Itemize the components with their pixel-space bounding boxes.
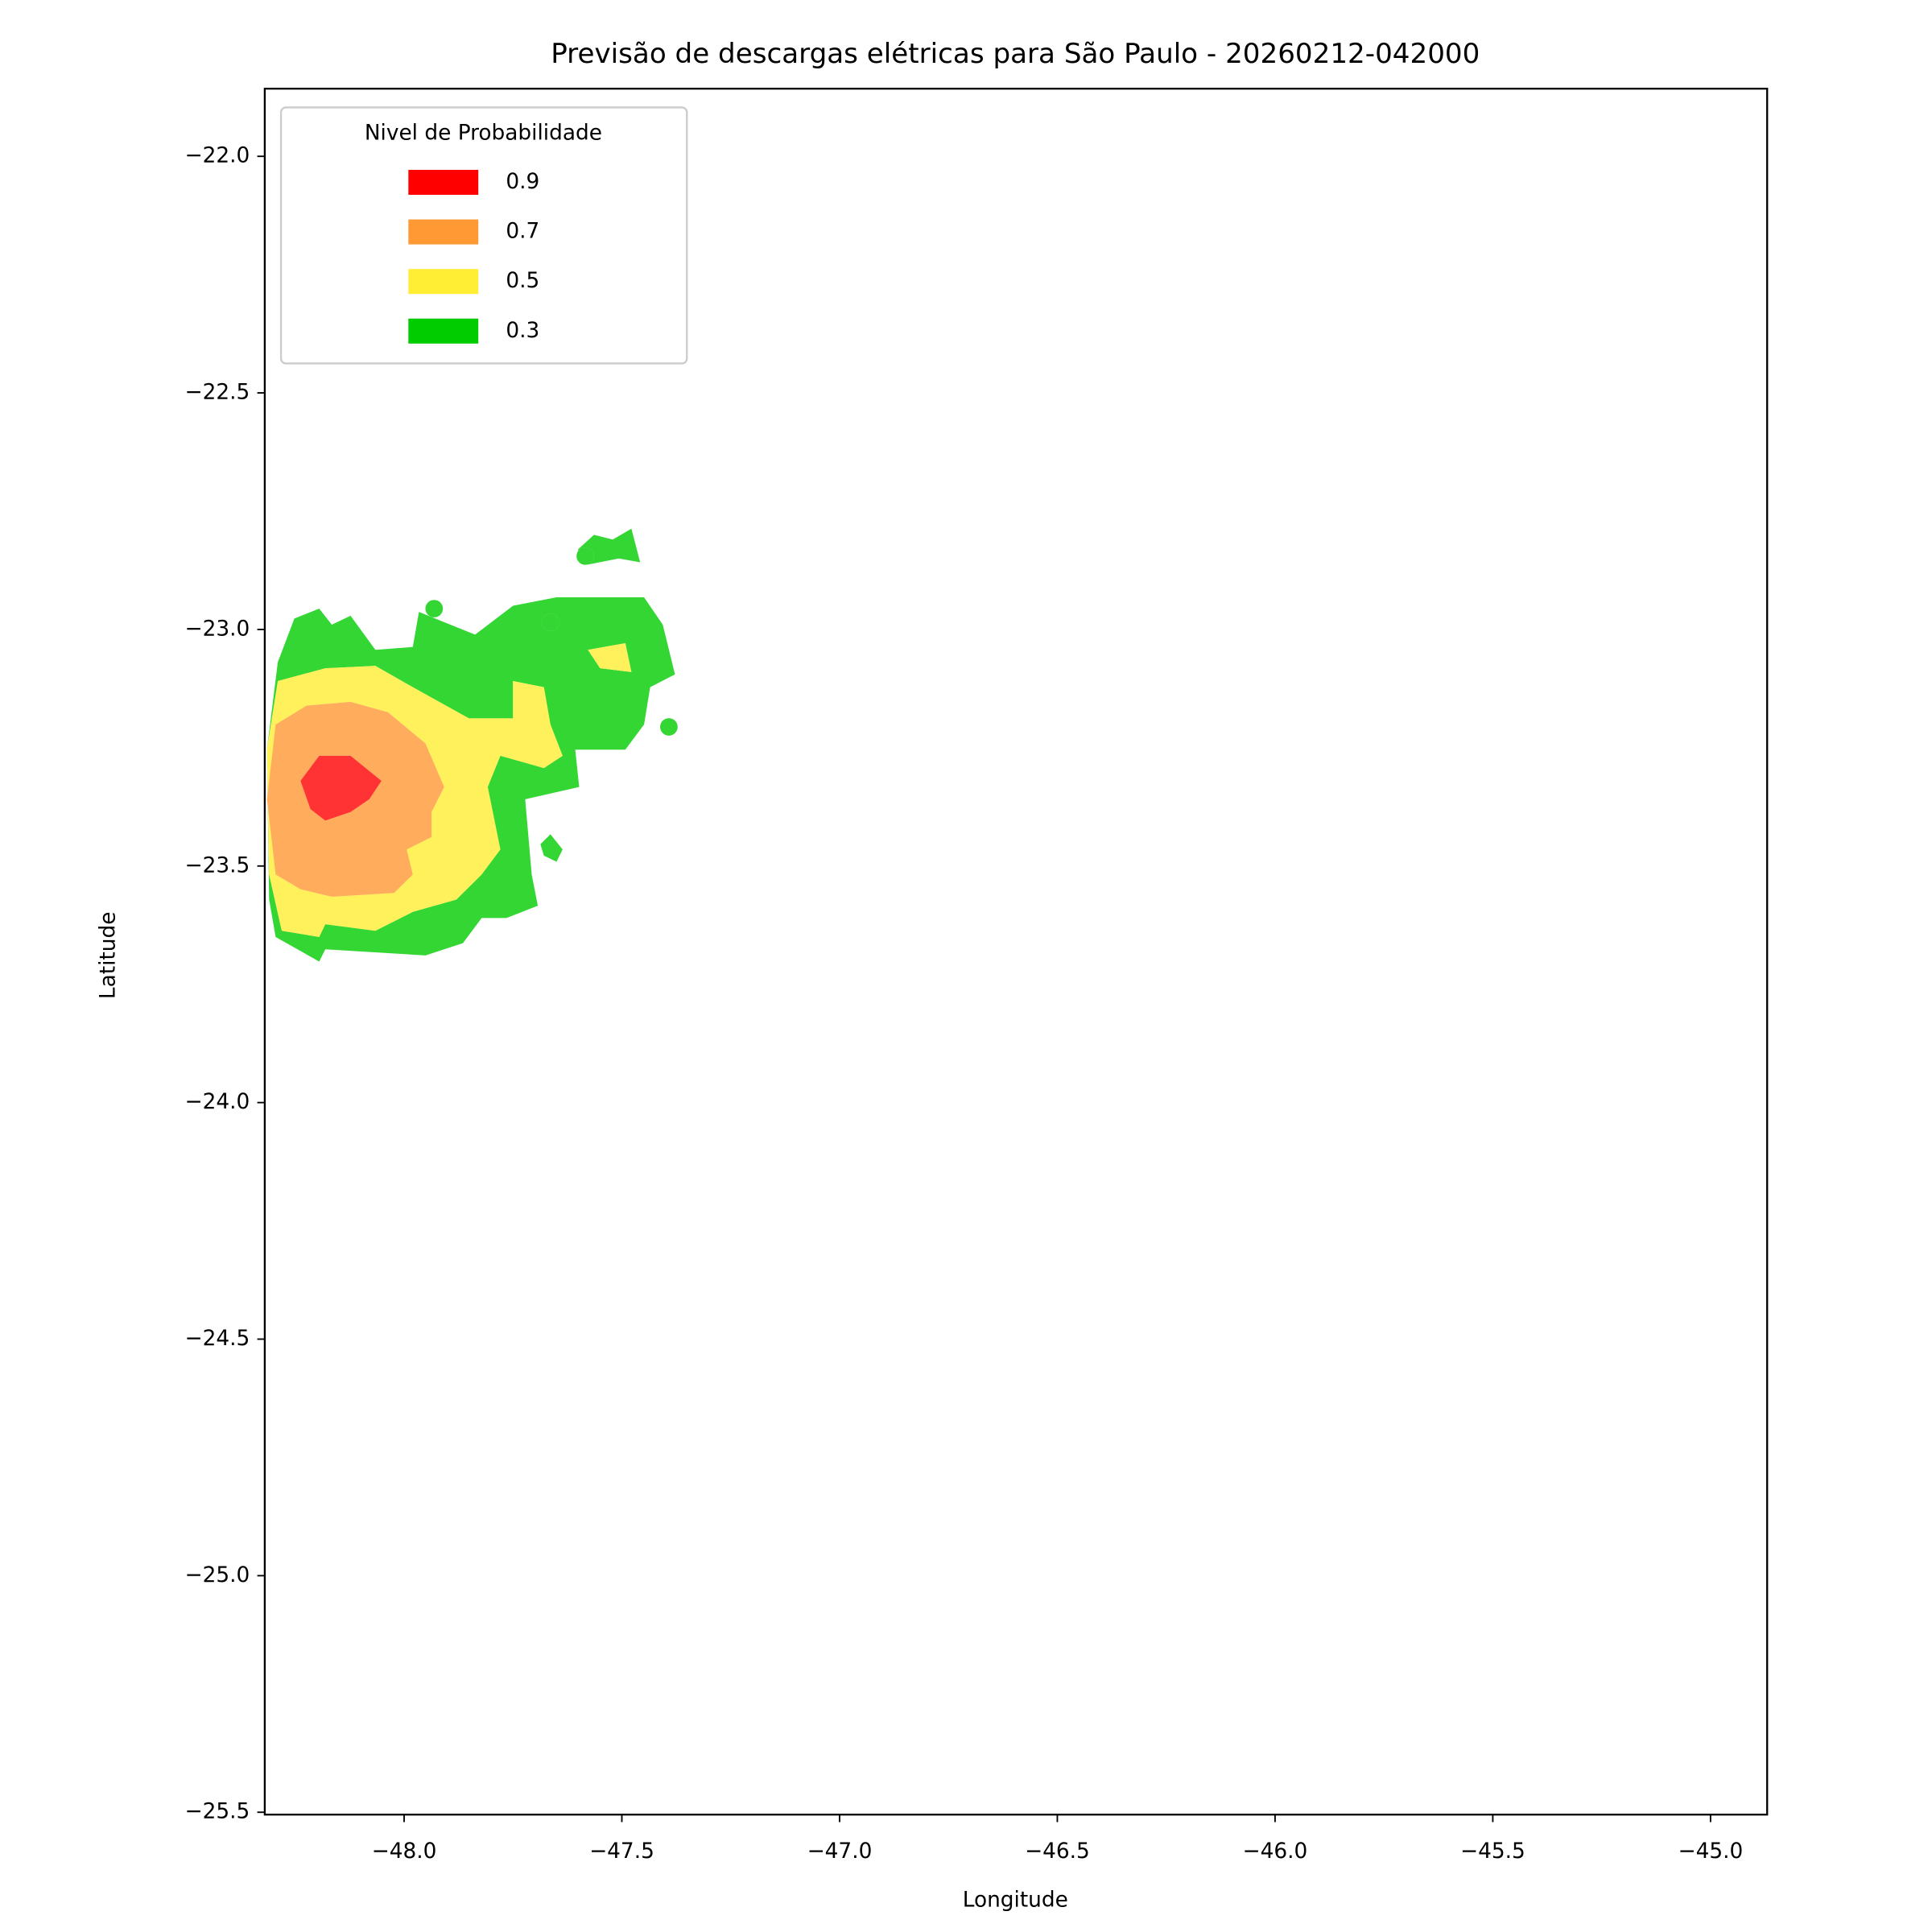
contour-region — [300, 755, 382, 821]
x-axis-label: Longitude — [963, 1889, 1068, 1913]
y-tick-label: −24.0 — [184, 1090, 250, 1114]
legend-swatch — [408, 318, 479, 344]
y-axis-label: Latitude — [96, 912, 120, 999]
contour-dot — [425, 600, 444, 617]
legend-swatch — [408, 269, 479, 295]
legend-swatch — [408, 219, 479, 245]
contour-dot — [576, 547, 594, 565]
x-tick-label: −48.0 — [372, 1839, 437, 1864]
y-tick-label: −23.0 — [184, 617, 250, 641]
legend-label: 0.9 — [506, 170, 539, 194]
legend-label: 0.3 — [506, 319, 539, 343]
contour-region — [540, 834, 563, 862]
contour-dot — [660, 718, 678, 736]
x-tick-label: −45.0 — [1678, 1839, 1744, 1864]
contour-dot — [456, 859, 475, 877]
contour-region — [588, 642, 632, 672]
chart-title: Previsão de descargas elétricas para São… — [551, 38, 1480, 70]
y-tick-label: −22.5 — [184, 381, 250, 405]
legend-swatch — [408, 169, 479, 196]
axes-frame — [263, 87, 1769, 1816]
y-tick-label: −24.5 — [184, 1327, 250, 1351]
contour-dot — [541, 613, 559, 631]
legend: Nivel de Probabilidade 0.9 0.7 0.5 0.3 — [279, 106, 688, 365]
legend-label: 0.5 — [506, 269, 539, 293]
y-tick-label: −25.5 — [184, 1800, 250, 1824]
legend-label: 0.7 — [506, 220, 539, 244]
x-tick-label: −47.0 — [807, 1839, 873, 1864]
legend-title: Nivel de Probabilidade — [365, 121, 602, 145]
y-tick-label: −23.5 — [184, 853, 250, 877]
plot-area — [266, 528, 678, 962]
y-tick-label: −22.0 — [184, 144, 250, 168]
x-tick-label: −46.0 — [1243, 1839, 1308, 1864]
x-tick-label: −46.5 — [1025, 1839, 1090, 1864]
x-tick-label: −47.5 — [589, 1839, 654, 1864]
legend-box — [279, 106, 688, 365]
x-tick-label: −45.5 — [1460, 1839, 1525, 1864]
y-tick-label: −25.0 — [184, 1563, 250, 1587]
